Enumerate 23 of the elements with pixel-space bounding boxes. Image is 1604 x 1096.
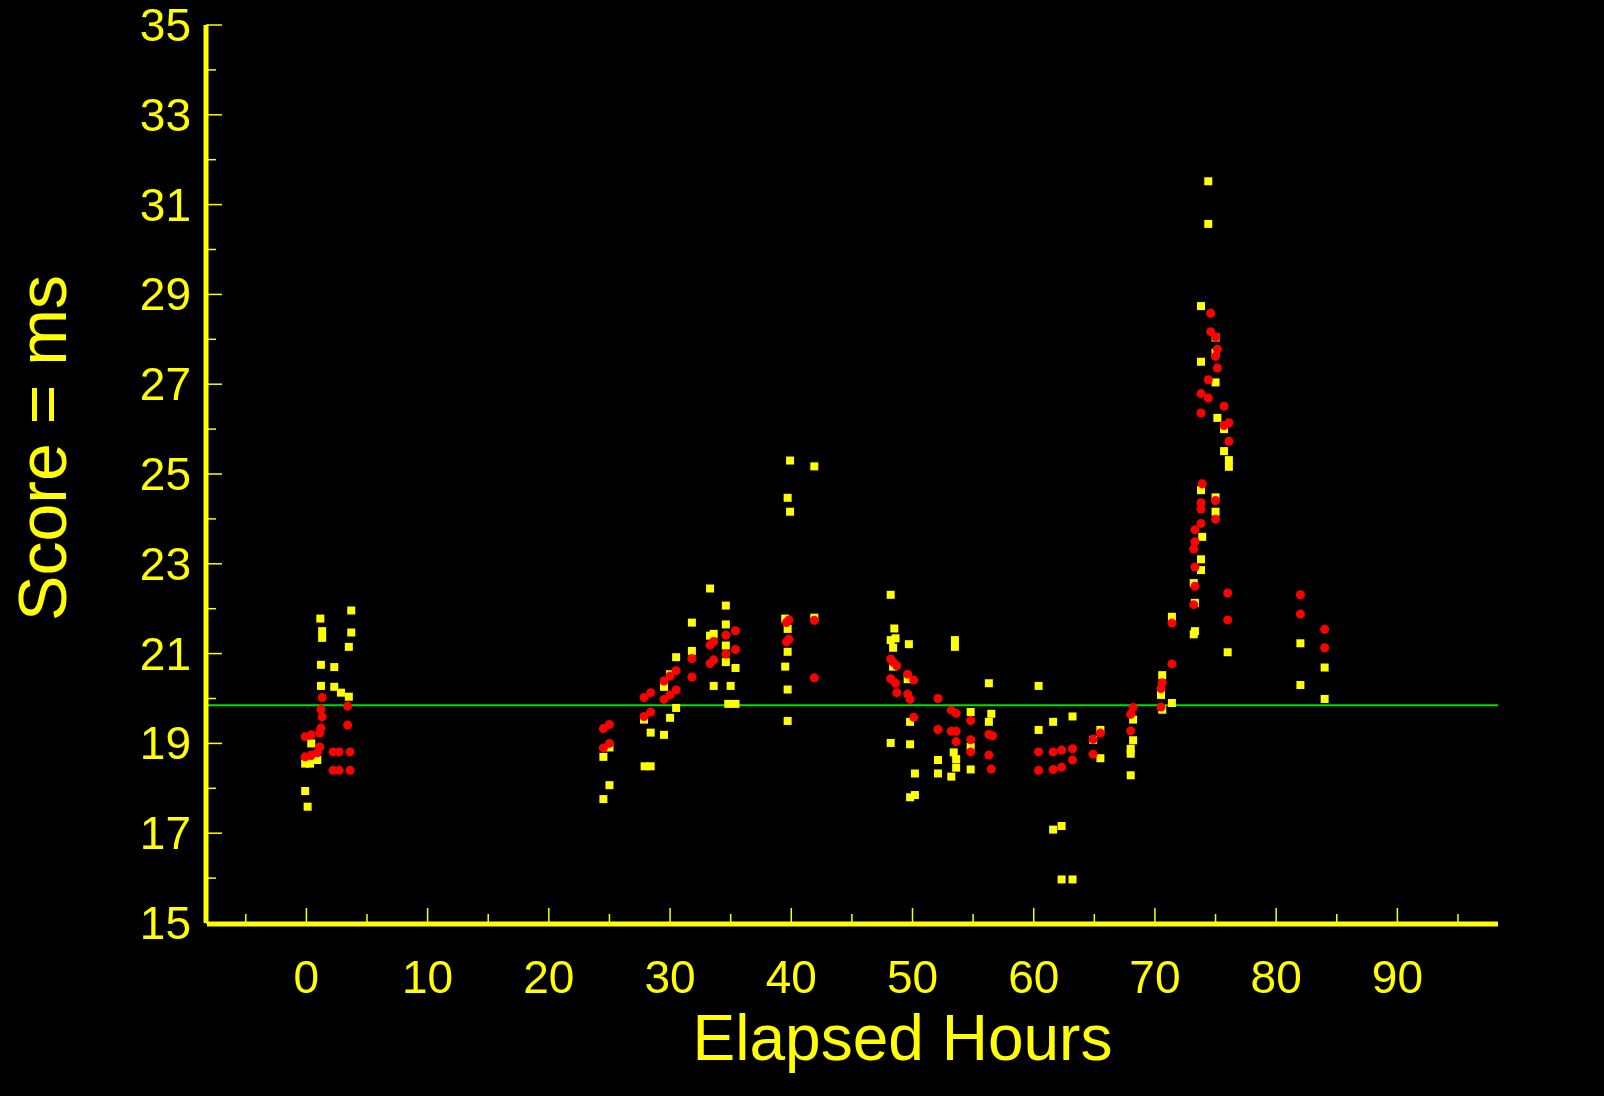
x-tick-label: 30 [644,951,696,1003]
x-tick-label: 0 [293,951,320,1003]
y-tick-label: 35 [139,0,191,51]
y-axis-title: Score = ms [4,275,80,621]
y-tick-label: 23 [139,537,191,590]
x-axis-title: Elapsed Hours [692,1002,1113,1074]
y-tick-label: 17 [139,807,191,860]
x-tick-label: 50 [886,951,939,1003]
x-tick-label: 60 [1008,951,1060,1003]
y-tick-label: 27 [139,358,191,411]
y-tick-label: 25 [139,448,191,500]
y-tick-label: 31 [139,178,191,231]
x-tick-label: 90 [1371,951,1423,1003]
x-tick-label: 20 [523,951,575,1003]
x-tick-label: 10 [402,951,454,1003]
y-tick-label: 15 [139,897,191,949]
y-tick-label: 29 [139,268,191,321]
y-tick-label: 21 [139,627,191,680]
x-tick-label: 40 [765,951,817,1003]
y-tick-label: 33 [139,88,191,141]
y-tick-label: 19 [139,717,191,770]
x-tick-label: 80 [1250,951,1302,1003]
x-tick-label: 70 [1129,951,1181,1003]
